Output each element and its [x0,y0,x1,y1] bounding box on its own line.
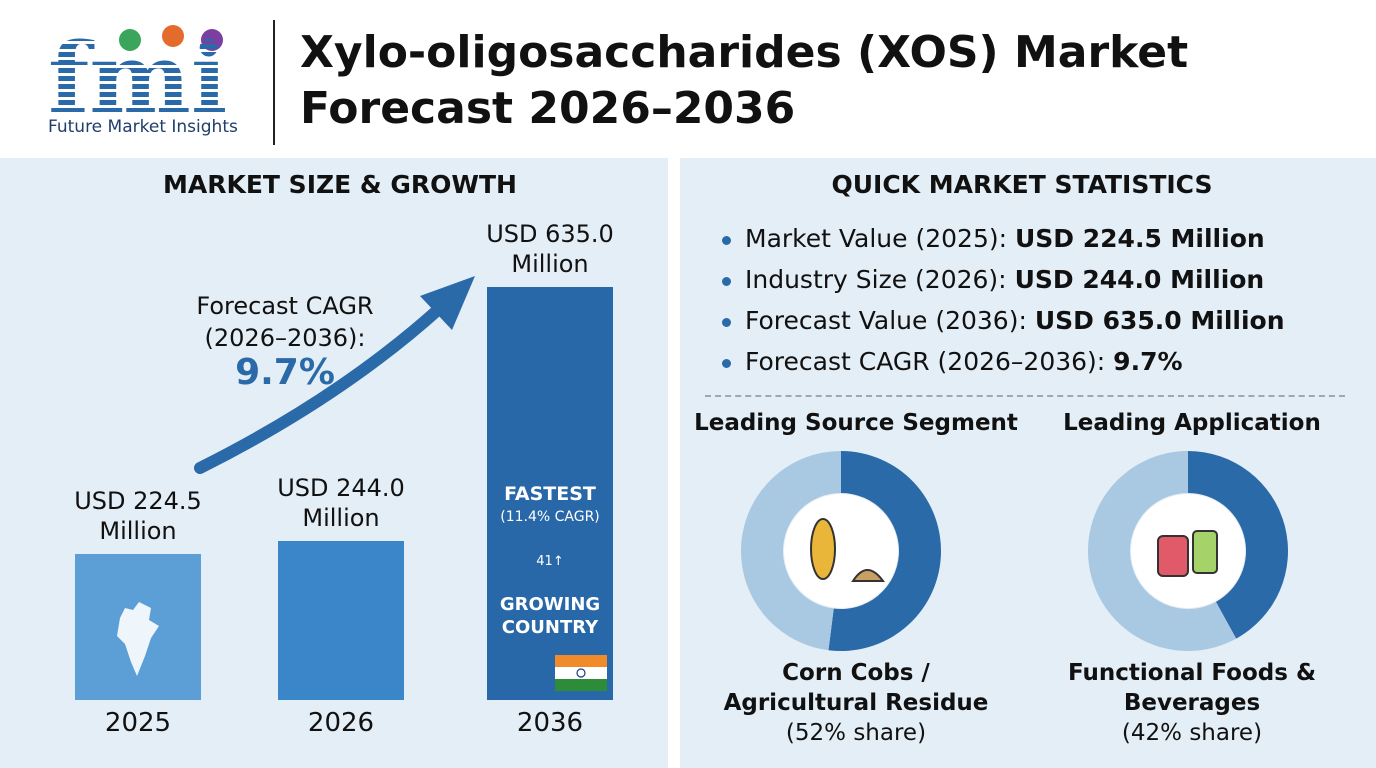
donut-segment [1088,451,1237,651]
donut [741,451,941,651]
fastest: FASTEST [504,483,596,505]
stat-label: Market Value (2025): [745,224,1008,253]
panel-title: MARKET SIZE & GROWTH [163,170,517,199]
donut [1088,451,1288,651]
icon [1157,535,1189,577]
bullet [722,276,731,286]
stat-item: Forecast Value (2036): USD 635.0 Million [722,306,1285,335]
x-tick-label: 2036 [516,708,584,738]
donut-segment [1188,451,1288,639]
logo-text: fmi [48,22,227,120]
bullet [722,317,731,327]
donut-share: (42% share) [1121,720,1263,746]
bullet [722,358,731,368]
donut-share: (52% share) [785,720,927,746]
stat-label: Forecast CAGR (2026–2036): [745,347,1106,376]
value-label: USD 635.0 Million [486,220,614,279]
icon [851,569,885,582]
stat-item: Forecast CAGR (2026–2036): 9.7% [722,347,1183,376]
value-label: USD 244.0 Million [277,474,405,533]
bar [278,541,404,700]
title-line: Xylo-oligosaccharides (XOS) Market [300,27,1189,78]
logo: fmi [48,22,227,120]
growing-country: GROWING COUNTRY [499,594,601,638]
india-flag [555,655,607,691]
growth-arrow [117,276,475,676]
donut-title: Leading Source Segment [694,410,1018,436]
panel-title: QUICK MARKET STATISTICS [831,170,1213,199]
donut-segment [741,451,841,651]
donut-label: Corn Cobs / Agricultural Residue [723,660,989,716]
separator [705,395,1345,397]
bar [487,287,613,700]
cagr-label: Forecast CAGR (2026–2036): [196,292,374,352]
growth-note: 41↑ [536,554,564,569]
fastest-cagr: (11.4% CAGR) [500,509,600,525]
stat-label: Industry Size (2026): [745,265,1007,294]
x-tick-label: 2025 [104,708,172,738]
x-tick-label: 2026 [307,708,375,738]
company-name: Future Market Insights [48,117,238,137]
stat-value: USD 224.5 Million [1015,224,1265,253]
stat-value: USD 244.0 Million [1014,265,1265,294]
title-line: Forecast 2026–2036 [300,83,796,134]
divider [273,20,275,145]
icon [810,518,836,580]
stat-item: Market Value (2025): USD 224.5 Million [722,224,1265,253]
value-label: USD 224.5 Million [74,487,202,546]
cagr-value: 9.7% [235,352,335,393]
stat-value: USD 635.0 Million [1034,306,1285,335]
donut-title: Leading Application [1063,410,1321,436]
stat-item: Industry Size (2026): USD 244.0 Million [722,265,1264,294]
icon [1192,530,1218,574]
bullet [722,235,731,245]
donut-label: Functional Foods & Beverages [1067,660,1316,716]
donut-segment [828,451,941,651]
stat-value: 9.7% [1113,347,1183,376]
stat-label: Forecast Value (2036): [745,306,1027,335]
donut-center [784,494,898,608]
